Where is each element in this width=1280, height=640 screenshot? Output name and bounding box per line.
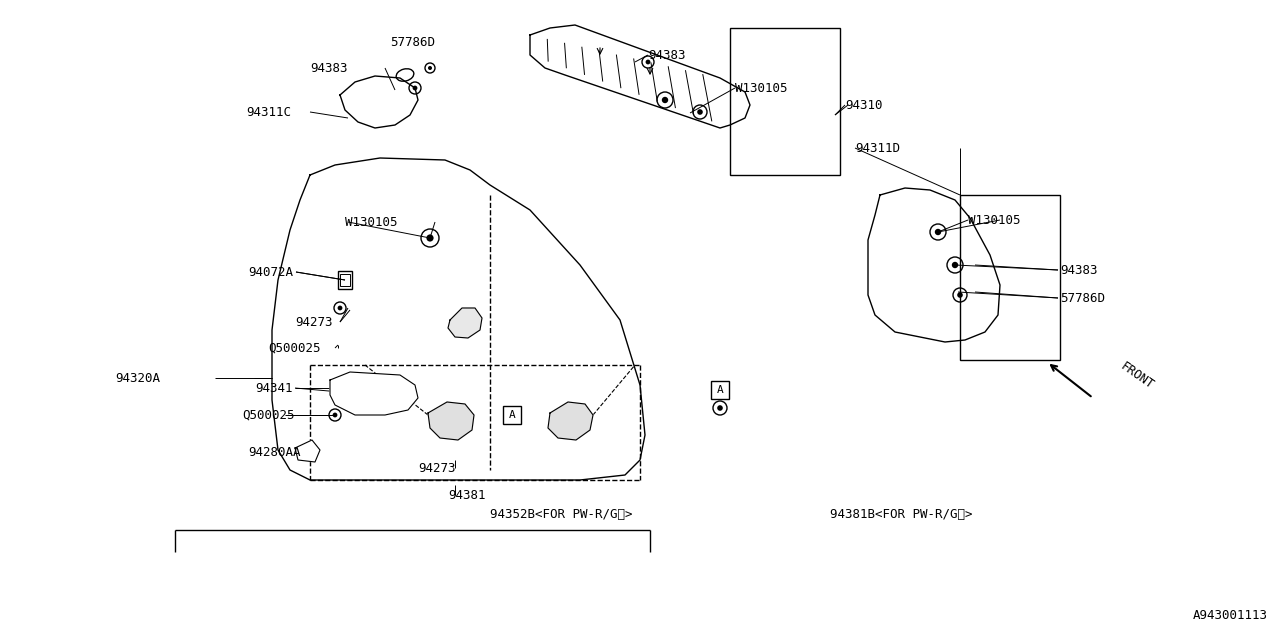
Polygon shape bbox=[273, 158, 645, 480]
Polygon shape bbox=[530, 25, 750, 128]
Text: FRONT: FRONT bbox=[1117, 360, 1156, 392]
Text: 94381B<FOR PW-R/G車>: 94381B<FOR PW-R/G車> bbox=[829, 509, 973, 522]
Circle shape bbox=[952, 262, 959, 268]
Bar bbox=[730, 28, 840, 175]
Text: A943001113: A943001113 bbox=[1193, 609, 1268, 622]
Circle shape bbox=[662, 97, 668, 103]
Polygon shape bbox=[548, 402, 593, 440]
Text: 94311C: 94311C bbox=[246, 106, 291, 118]
Bar bbox=[710, 381, 730, 399]
Polygon shape bbox=[868, 188, 1000, 342]
Circle shape bbox=[428, 66, 433, 70]
Text: 94383: 94383 bbox=[1060, 264, 1097, 276]
Text: W130105: W130105 bbox=[968, 214, 1020, 227]
Text: 94311D: 94311D bbox=[855, 141, 900, 154]
Circle shape bbox=[333, 413, 338, 417]
Circle shape bbox=[698, 109, 703, 115]
Circle shape bbox=[934, 229, 941, 236]
Text: 94383: 94383 bbox=[310, 61, 347, 74]
Circle shape bbox=[957, 292, 963, 298]
Text: A: A bbox=[717, 385, 723, 395]
Polygon shape bbox=[294, 440, 320, 462]
Text: 94280AA: 94280AA bbox=[248, 445, 301, 458]
Text: 57786D: 57786D bbox=[1060, 291, 1105, 305]
Circle shape bbox=[717, 405, 723, 411]
Text: Q500025: Q500025 bbox=[268, 342, 320, 355]
Circle shape bbox=[338, 306, 343, 310]
Text: 94381: 94381 bbox=[448, 488, 485, 502]
Text: 94352B<FOR PW-R/G車>: 94352B<FOR PW-R/G車> bbox=[490, 509, 632, 522]
Text: W130105: W130105 bbox=[735, 81, 787, 95]
Circle shape bbox=[645, 60, 650, 65]
Text: 94341: 94341 bbox=[255, 381, 293, 394]
Text: 94320A: 94320A bbox=[115, 371, 160, 385]
Text: 94383: 94383 bbox=[648, 49, 686, 61]
Text: 94273: 94273 bbox=[419, 461, 456, 474]
Bar bbox=[960, 195, 1060, 360]
Polygon shape bbox=[428, 402, 474, 440]
Text: 94072A: 94072A bbox=[248, 266, 293, 278]
Circle shape bbox=[412, 86, 417, 90]
Bar bbox=[503, 406, 521, 424]
Bar bbox=[338, 271, 352, 289]
Text: 94273: 94273 bbox=[294, 316, 333, 328]
Text: A: A bbox=[508, 410, 516, 420]
Polygon shape bbox=[340, 76, 419, 128]
Circle shape bbox=[426, 234, 434, 242]
Text: 94310: 94310 bbox=[845, 99, 882, 111]
Text: W130105: W130105 bbox=[346, 216, 398, 228]
Bar bbox=[340, 274, 349, 286]
Text: 57786D: 57786D bbox=[390, 35, 435, 49]
Text: Q500025: Q500025 bbox=[242, 408, 294, 422]
Polygon shape bbox=[330, 372, 419, 415]
Polygon shape bbox=[448, 308, 483, 338]
